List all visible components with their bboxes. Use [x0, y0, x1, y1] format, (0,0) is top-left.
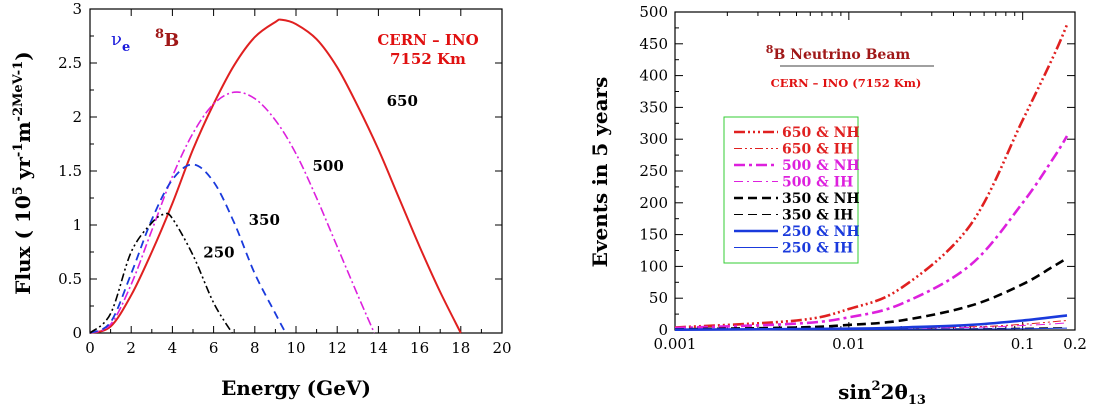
flux-curve-label-500: 500 — [312, 157, 343, 175]
events-x-axis-label: sin22θ13 — [838, 379, 926, 408]
events-chart: 0.001 0.01 0.1 0.2 0 50 100 150 200 250 300 350 400 4… — [588, 3, 1087, 408]
flux-y-tick-label: 3 — [72, 0, 82, 18]
flux-x-tick-label: 2 — [126, 339, 136, 357]
baseline-label-line2: 7152 Km — [390, 50, 466, 68]
flux-y-tick-label: 0 — [72, 324, 82, 342]
beam-title: 8B Neutrino Beam — [766, 43, 911, 63]
events-y-tick-label: 150 — [639, 226, 668, 244]
flux-x-tick-label: 12 — [328, 339, 347, 357]
legend-label-350-ih: 350 & IH — [782, 208, 853, 224]
legend-box — [723, 116, 859, 264]
flux-y-tick-label: 2.5 — [58, 54, 82, 72]
legend-label-250-ih: 250 & IH — [782, 241, 853, 257]
flux-y-tick-label: 1.5 — [58, 162, 82, 180]
legend-label-500-nh: 500 & NH — [782, 158, 860, 174]
flux-x-tick-label: 4 — [168, 339, 178, 357]
flux-curve-label-250: 250 — [203, 243, 234, 261]
flux-x-tick-label: 18 — [451, 339, 470, 357]
nu-subscript: e — [122, 40, 130, 55]
events-axis-ticks: 0.001 0.01 0.1 0.2 0 50 100 150 200 250 300 350 400 4… — [639, 3, 1087, 353]
events-y-axis-label: Events in 5 years — [588, 77, 612, 268]
flux-curve-500 — [89, 91, 376, 334]
flux-x-tick-label: 0 — [85, 339, 95, 357]
events-curve-500-nh — [674, 135, 1069, 330]
events-x-tick-label: 0.001 — [654, 335, 697, 353]
legend-label-650-nh: 650 & NH — [782, 125, 860, 141]
b8-base: B — [164, 30, 179, 51]
events-curve-350-nh — [674, 257, 1068, 331]
legend-label-350-nh: 350 & NH — [782, 191, 860, 207]
events-curve-650-nh — [674, 24, 1069, 329]
events-y-tick-label: 250 — [639, 162, 668, 180]
events-x-tick-label: 0.2 — [1063, 335, 1087, 353]
legend-label-500-ih: 500 & IH — [782, 175, 853, 191]
flux-axis-ticks: 0 2 4 6 8 10 12 14 16 18 20 0 0.5 1 1.5 2 2.5 3 — [58, 0, 511, 357]
flux-curve-label-650: 650 — [387, 92, 418, 110]
events-curve-250-ih — [674, 327, 1068, 331]
events-y-tick-label: 500 — [639, 3, 668, 21]
beam-baseline-label: CERN – INO (7152 Km) — [771, 76, 922, 90]
flux-curve-650 — [89, 18, 462, 334]
legend-label-650-ih: 650 & IH — [782, 142, 853, 158]
events-y-tick-label: 100 — [639, 257, 668, 275]
flux-x-tick-label: 6 — [209, 339, 219, 357]
flux-y-tick-label: 2 — [72, 108, 82, 126]
b8-label: 8B — [155, 27, 179, 51]
flux-y-tick-label: 1 — [72, 216, 82, 234]
flux-curve-label-350: 350 — [249, 211, 280, 229]
flux-y-tick-label: 0.5 — [58, 270, 82, 288]
legend-label-250-nh: 250 & NH — [782, 224, 860, 240]
flux-y-axis-label: Flux ( 105 yr-1m-2MeV-1) — [11, 51, 35, 294]
nu-symbol: ν — [111, 29, 122, 50]
events-y-tick-label: 400 — [639, 67, 668, 85]
baseline-label-line1: CERN – INO — [377, 31, 478, 49]
flux-chart: 0 2 4 6 8 10 12 14 16 18 20 0 0.5 1 1.5 2 2.5 3 650 500 350… — [11, 0, 512, 400]
events-x-tick-label: 0.1 — [1011, 335, 1035, 353]
flux-x-tick-label: 16 — [410, 339, 429, 357]
flux-x-tick-label: 10 — [286, 339, 305, 357]
flux-curves — [89, 18, 462, 334]
events-curves — [674, 24, 1069, 331]
events-x-tick-label: 0.01 — [832, 335, 865, 353]
flux-curve-250 — [89, 212, 233, 334]
flux-x-tick-label: 20 — [492, 339, 511, 357]
events-y-tick-label: 0 — [658, 321, 668, 339]
events-y-tick-label: 200 — [639, 194, 668, 212]
events-y-tick-label: 350 — [639, 98, 668, 116]
flux-curve-350 — [89, 163, 287, 334]
events-y-tick-label: 300 — [639, 130, 668, 148]
events-y-tick-label: 450 — [639, 35, 668, 53]
b8-superscript: 8 — [155, 27, 164, 42]
flux-x-axis-label: Energy (GeV) — [221, 376, 371, 400]
flux-x-tick-label: 14 — [369, 339, 388, 357]
flux-curve-labels: 650 500 350 250 — [203, 92, 418, 261]
flux-x-tick-label: 8 — [250, 339, 260, 357]
nu-e-label: νe — [111, 29, 130, 55]
events-y-tick-label: 50 — [649, 289, 668, 307]
